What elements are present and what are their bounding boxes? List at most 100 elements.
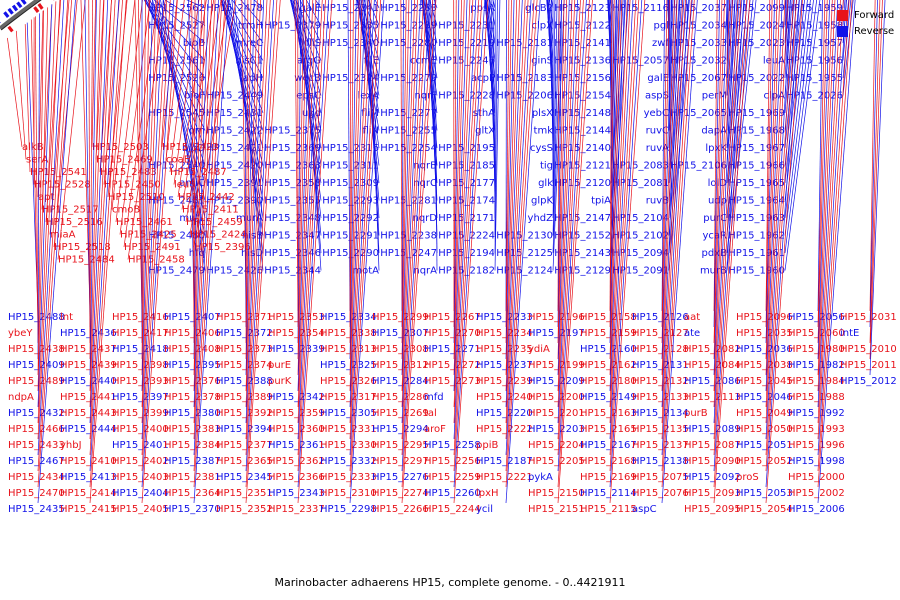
leader-line (177, 0, 207, 198)
leader-line (557, 0, 562, 328)
gene-label: lpxK (705, 143, 727, 154)
gene-label: HP15_2431 (206, 108, 263, 119)
gene-label: HP15_2086 (684, 376, 741, 387)
gene-label: HP15_2247 (380, 248, 437, 259)
leader-line (297, 0, 307, 376)
leader-line (869, 0, 876, 312)
leader-line (80, 0, 91, 312)
leader-line (297, 0, 326, 472)
leader-line (505, 0, 520, 392)
leader-line (713, 0, 751, 504)
gene-label: HP15_2148 (554, 108, 611, 119)
leader-line (297, 0, 333, 504)
gene-label: HP15_1998 (788, 456, 845, 467)
gene-label: HP15_2369 (264, 143, 321, 154)
gene-label: HP15_2114 (580, 488, 637, 499)
leader-line (765, 0, 803, 504)
leader-line (550, 0, 554, 166)
gene-label: HP15_2414 (60, 488, 117, 499)
leader-line (401, 0, 413, 376)
leader-line (784, 0, 793, 96)
gene-label: HP15_2147 (554, 213, 611, 224)
gene-label: HP15_2393 (112, 376, 169, 387)
gene-label: HP15_2274 (372, 488, 429, 499)
leader-line (490, 0, 496, 201)
leader-line (765, 0, 786, 408)
leader-line (245, 0, 249, 344)
leader-line (453, 0, 462, 360)
gene-label: HP15_2375 (264, 126, 321, 137)
leader-line (608, 0, 612, 96)
leader-line (294, 0, 299, 312)
gene-label: HP15_2089 (684, 424, 741, 435)
gene-label: HP15_2351 (216, 488, 273, 499)
leader-line (349, 0, 357, 360)
gene-label: ydiA (528, 344, 550, 355)
gene-label: HP15_1955 (786, 73, 843, 84)
leader-line (765, 0, 791, 440)
leader-line (245, 0, 281, 504)
leader-line (817, 0, 853, 488)
gene-label: HP15_1988 (788, 392, 845, 403)
gene-label: HP15_2127 (632, 328, 689, 339)
leader-line (37, 10, 44, 376)
gene-label: proS (736, 472, 759, 483)
leader-line (430, 0, 438, 236)
gene-label: coaE (166, 155, 190, 166)
leader-line (505, 0, 518, 376)
leader-line (668, 0, 674, 131)
gene-label: HP15_2092 (684, 472, 741, 483)
gene-label: HP15_2418 (112, 344, 169, 355)
leader-line (245, 0, 268, 440)
leader-line (765, 0, 780, 376)
leader-line (505, 0, 510, 328)
gene-label: HP15_2183 (496, 73, 553, 84)
gene-label: HP15_2010 (840, 344, 897, 355)
gene-label: HP15_2234 (476, 328, 533, 339)
leader-line (349, 0, 352, 328)
gene-label: HP15_2141 (554, 38, 611, 49)
gene-label: HP15_2140 (554, 143, 611, 154)
leader-line (347, 0, 351, 312)
leader-line (609, 0, 640, 472)
leader-line (817, 0, 831, 360)
gene-label: nqrA (413, 266, 437, 277)
gene-label: HP15_2480 (148, 231, 205, 242)
leader-line (505, 0, 532, 456)
leader-line (557, 0, 587, 472)
leader-line (26, 22, 39, 312)
leader-line (817, 0, 839, 408)
leader-line (37, 13, 40, 360)
leader-line (244, 0, 247, 328)
leader-line (494, 0, 498, 254)
leader-line (505, 0, 507, 312)
leader-line (713, 0, 720, 328)
leader-line (610, 0, 619, 201)
leader-line (141, 0, 157, 408)
gene-label: HP15_2489 (8, 376, 65, 387)
gene-label: HP15_2299 (372, 312, 429, 323)
leader-line (726, 0, 748, 219)
leader-line (245, 0, 271, 456)
leader-line (400, 0, 403, 312)
leader-line (784, 0, 789, 61)
gene-label: HP15_2561 (148, 56, 205, 67)
gene-label: hfq (189, 248, 205, 259)
gene-label: HP15_2181 (496, 38, 553, 49)
leader-line (765, 0, 783, 392)
leader-line (713, 0, 742, 456)
gene-label: HP15_2338 (320, 328, 377, 339)
gene-label: leuA (763, 56, 785, 67)
leader-line (193, 0, 209, 408)
gene-label: HP15_2516 (46, 217, 103, 228)
leader-line (401, 0, 430, 472)
gene-label: HP15_2235 (476, 344, 533, 355)
gene-label: HP15_2363 (264, 161, 321, 172)
leader-line (557, 0, 593, 504)
leader-line (607, 0, 612, 79)
leader-line (127, 0, 166, 260)
gene-label: HP15_2345 (216, 472, 273, 483)
leader-line (111, 0, 136, 210)
gene-label: HP15_2362 (268, 456, 325, 467)
gene-label: HP15_2266 (372, 504, 429, 515)
